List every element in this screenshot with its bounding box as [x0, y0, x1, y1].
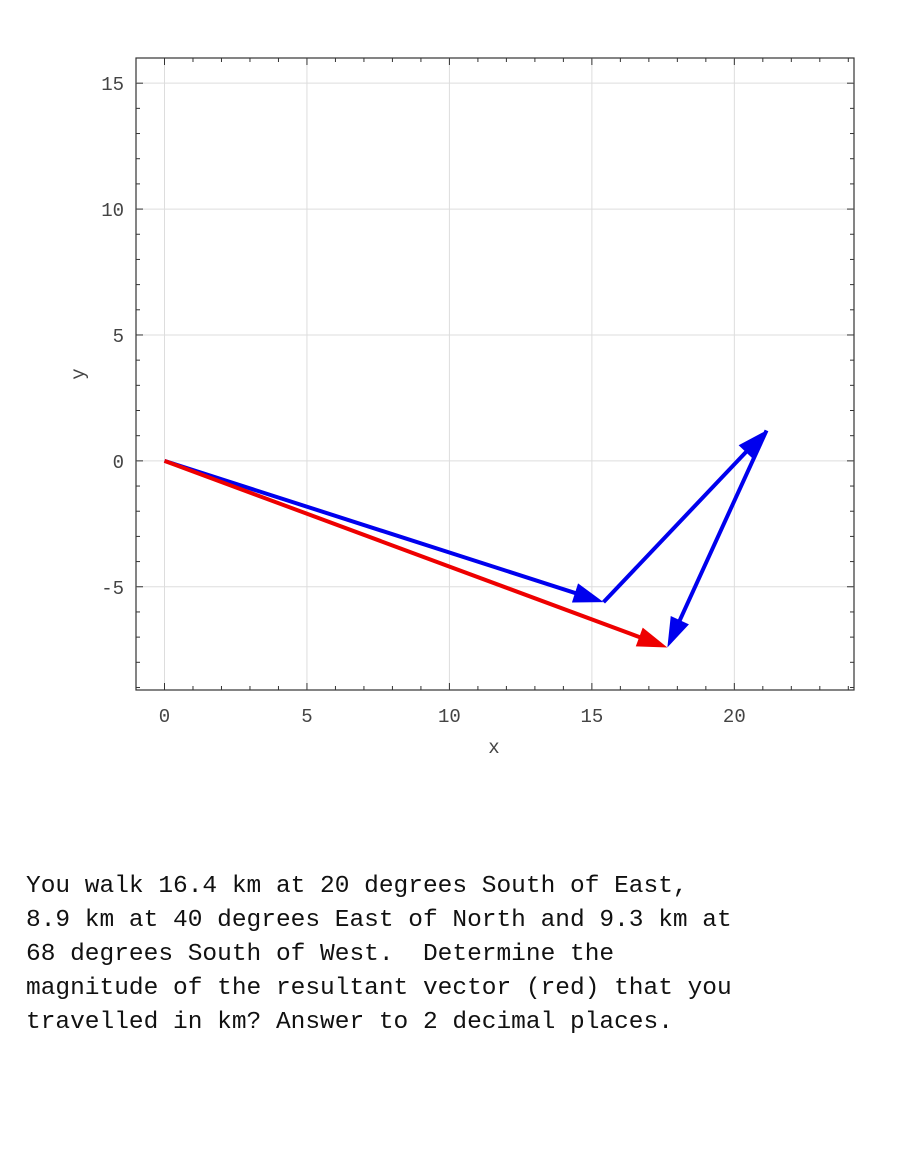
component-vector-3-arrowhead: [667, 616, 689, 648]
component-vector-3-shaft: [676, 429, 769, 625]
question-line-4: magnitude of the resultant vector (red) …: [26, 975, 732, 1002]
resultant-vector-shaft: [163, 458, 644, 641]
x-axis-title: x: [488, 737, 499, 759]
question-line-3: 68 degrees South of West. Determine the: [26, 941, 615, 968]
x-tick-label: 10: [438, 706, 461, 728]
component-vector-2-shaft: [602, 447, 751, 604]
plot-frame: [135, 57, 855, 691]
x-tick-label: 0: [159, 706, 170, 728]
y-tick-label: 5: [113, 326, 124, 348]
component-vector-2: [602, 430, 767, 604]
y-tick-label: -5: [101, 578, 124, 600]
component-vector-1-shaft: [163, 458, 580, 597]
component-vector-1: [163, 458, 604, 603]
major-ticks: [136, 58, 854, 690]
y-tick-label: 15: [101, 74, 124, 96]
question-line-1: You walk 16.4 km at 20 degrees South of …: [26, 873, 688, 900]
tick-labels: 0 5 10 15 20 -5 0 5 10 15: [101, 74, 746, 728]
component-vector-3: [667, 429, 769, 648]
x-tick-label: 15: [580, 706, 603, 728]
y-tick-label: 10: [101, 200, 124, 222]
minor-ticks: [135, 57, 854, 690]
y-axis-title: y: [68, 368, 90, 379]
question-text: You walk 16.4 km at 20 degrees South of …: [26, 870, 886, 1040]
x-tick-label: 5: [301, 706, 312, 728]
component-vector-2-arrowhead: [738, 430, 767, 460]
vector-chart: 0 5 10 15 20 -5 0 5 10 15 x y: [68, 57, 855, 759]
grid-lines: [136, 58, 854, 690]
y-tick-label: 0: [113, 452, 124, 474]
resultant-vector-arrowhead: [635, 627, 668, 648]
question-line-2: 8.9 km at 40 degrees East of North and 9…: [26, 907, 732, 934]
component-vector-1-arrowhead: [571, 583, 604, 603]
x-tick-label: 20: [723, 706, 746, 728]
question-line-5: travelled in km? Answer to 2 decimal pla…: [26, 1009, 673, 1036]
resultant-vector: [163, 458, 668, 648]
vectors: [163, 429, 769, 648]
